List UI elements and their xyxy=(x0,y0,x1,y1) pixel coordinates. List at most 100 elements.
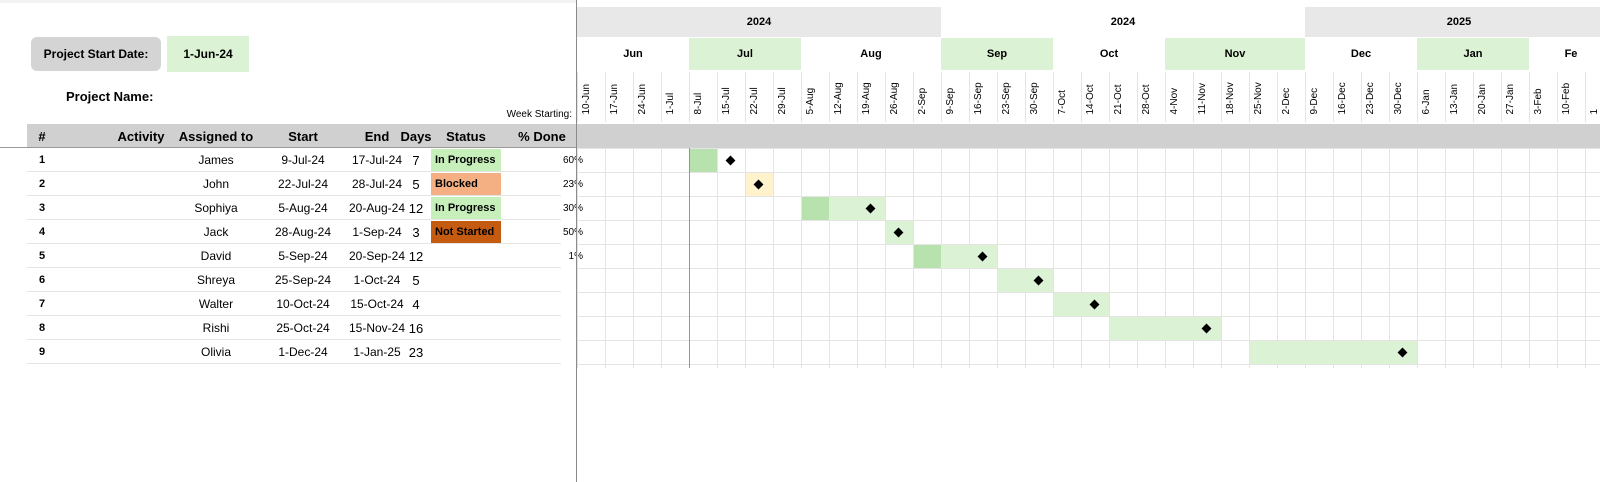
task-bar-complete[interactable] xyxy=(690,149,717,172)
percent-done-cell[interactable]: 50% xyxy=(562,226,583,238)
pane-divider[interactable] xyxy=(576,0,577,482)
end-date-cell[interactable]: 17-Jul-24 xyxy=(351,153,403,167)
end-date-cell[interactable]: 1-Jan-25 xyxy=(353,345,401,359)
end-date-cell[interactable]: 28-Jul-24 xyxy=(351,177,403,191)
assigned-to-cell[interactable]: James xyxy=(198,153,234,167)
week-label: 6-Jan xyxy=(1421,89,1432,115)
task-bar-remaining[interactable] xyxy=(1054,293,1109,316)
table-row[interactable]: 3 Sophiya 5-Aug-24 20-Aug-24 12 In Progress 30… xyxy=(27,196,583,220)
days-cell[interactable]: 7 xyxy=(412,152,420,168)
task-bar-remaining[interactable] xyxy=(829,197,885,220)
days-cell[interactable]: 5 xyxy=(412,176,420,192)
percent-done-cell[interactable]: 30% xyxy=(562,202,583,214)
table-row[interactable]: 2 John 22-Jul-24 28-Jul-24 5 Blocked 23% xyxy=(27,172,583,196)
end-date-cell[interactable]: 20-Sep-24 xyxy=(348,249,406,263)
grid-line-vertical xyxy=(913,148,914,368)
row-number[interactable]: 6 xyxy=(38,274,46,286)
grid-line-vertical xyxy=(577,148,578,368)
table-row[interactable]: 4 Jack 28-Aug-24 1-Sep-24 3 Not Started 50% xyxy=(27,220,583,244)
row-number[interactable]: 4 xyxy=(38,226,46,238)
assigned-to-cell[interactable]: John xyxy=(202,177,230,191)
status-cell[interactable]: In Progress xyxy=(431,149,501,171)
table-row[interactable]: 1 James 9-Jul-24 17-Jul-24 7 In Progress 60% xyxy=(27,148,583,172)
start-date-cell[interactable]: 5-Aug-24 xyxy=(278,201,328,215)
start-date-cell[interactable]: 1-Dec-24 xyxy=(278,345,328,359)
days-cell[interactable]: 23 xyxy=(408,344,424,360)
year-header: 2024 xyxy=(577,7,941,37)
project-start-date-input[interactable]: 1-Jun-24 xyxy=(167,36,249,72)
start-date-cell[interactable]: 9-Jul-24 xyxy=(281,153,325,167)
percent-done-cell[interactable]: 1% xyxy=(501,244,585,268)
status-cell[interactable] xyxy=(431,341,501,363)
status-cell[interactable] xyxy=(431,317,501,339)
days-cell[interactable]: 5 xyxy=(412,272,420,288)
end-date-cell[interactable]: 15-Nov-24 xyxy=(348,321,406,335)
days-cell[interactable]: 12 xyxy=(408,248,424,264)
days-cell[interactable]: 16 xyxy=(408,320,424,336)
column-header-days[interactable]: Days xyxy=(400,128,432,144)
start-date-cell[interactable]: 28-Aug-24 xyxy=(274,225,332,239)
status-cell[interactable]: Blocked xyxy=(431,173,501,195)
assigned-to-cell[interactable]: Sophiya xyxy=(194,201,238,215)
days-cell[interactable]: 12 xyxy=(408,200,424,216)
assigned-to-cell[interactable]: Rishi xyxy=(202,321,230,335)
week-header: 19-Aug xyxy=(857,72,885,122)
status-cell[interactable] xyxy=(431,293,501,315)
start-date-cell[interactable]: 5-Sep-24 xyxy=(278,249,328,263)
task-bar-remaining[interactable] xyxy=(1110,317,1221,340)
column-header-assigned[interactable]: Assigned to xyxy=(178,128,254,144)
percent-done-cell[interactable]: 60% xyxy=(562,154,583,166)
percent-done-cell[interactable] xyxy=(501,316,585,340)
start-date-cell[interactable]: 25-Oct-24 xyxy=(276,321,330,335)
current-week-marker xyxy=(689,148,690,368)
task-bar-complete[interactable] xyxy=(914,245,941,268)
row-number[interactable]: 5 xyxy=(38,250,46,262)
row-number[interactable]: 7 xyxy=(38,298,46,310)
column-header-start[interactable]: Start xyxy=(288,128,318,144)
assigned-to-cell[interactable]: Jack xyxy=(203,225,229,239)
week-header: 23-Dec xyxy=(1361,72,1389,122)
percent-done-cell[interactable] xyxy=(501,340,585,364)
assigned-to-cell[interactable]: David xyxy=(200,249,232,263)
end-date-cell[interactable]: 20-Aug-24 xyxy=(348,201,406,215)
start-date-cell[interactable]: 10-Oct-24 xyxy=(276,297,330,311)
column-header-end[interactable]: End xyxy=(364,128,390,144)
task-bar-remaining[interactable] xyxy=(1250,341,1417,364)
row-number[interactable]: 3 xyxy=(38,202,46,214)
task-bar-remaining[interactable] xyxy=(941,245,997,268)
column-header-activity[interactable]: Activity xyxy=(117,128,165,144)
table-row[interactable]: 9 Olivia 1-Dec-24 1-Jan-25 23 xyxy=(27,340,561,364)
percent-done-cell[interactable]: 23% xyxy=(562,178,583,190)
status-cell[interactable] xyxy=(431,245,501,267)
column-header-pct-done[interactable]: % Done xyxy=(518,128,566,144)
start-date-cell[interactable]: 22-Jul-24 xyxy=(277,177,329,191)
week-header: 30-Sep xyxy=(1025,72,1053,122)
percent-done-cell[interactable] xyxy=(501,268,585,292)
percent-done-cell[interactable] xyxy=(501,292,585,316)
milestone-diamond-icon[interactable] xyxy=(725,155,736,166)
end-date-cell[interactable]: 1-Oct-24 xyxy=(353,273,401,287)
row-number[interactable]: 9 xyxy=(38,346,46,358)
assigned-to-cell[interactable]: Walter xyxy=(198,297,234,311)
table-row[interactable]: 6 Shreya 25-Sep-24 1-Oct-24 5 xyxy=(27,268,561,292)
assigned-to-cell[interactable]: Shreya xyxy=(196,273,236,287)
row-number[interactable]: 1 xyxy=(38,154,46,166)
status-cell[interactable]: Not Started xyxy=(431,221,501,243)
row-number[interactable]: 8 xyxy=(38,322,46,334)
task-bar-complete[interactable] xyxy=(802,197,829,220)
days-cell[interactable]: 4 xyxy=(412,296,420,312)
row-number[interactable]: 2 xyxy=(38,178,46,190)
column-header-number[interactable]: # xyxy=(38,128,46,144)
task-bar-remaining[interactable] xyxy=(998,269,1053,292)
end-date-cell[interactable]: 15-Oct-24 xyxy=(350,297,404,311)
table-row[interactable]: 7 Walter 10-Oct-24 15-Oct-24 4 xyxy=(27,292,561,316)
column-header-status[interactable]: Status xyxy=(446,128,486,144)
table-row[interactable]: 8 Rishi 25-Oct-24 15-Nov-24 16 xyxy=(27,316,561,340)
assigned-to-cell[interactable]: Olivia xyxy=(200,345,231,359)
days-cell[interactable]: 3 xyxy=(412,224,420,240)
status-cell[interactable] xyxy=(431,269,501,291)
start-date-cell[interactable]: 25-Sep-24 xyxy=(274,273,332,287)
status-cell[interactable]: In Progress xyxy=(431,197,501,219)
end-date-cell[interactable]: 1-Sep-24 xyxy=(352,225,402,239)
